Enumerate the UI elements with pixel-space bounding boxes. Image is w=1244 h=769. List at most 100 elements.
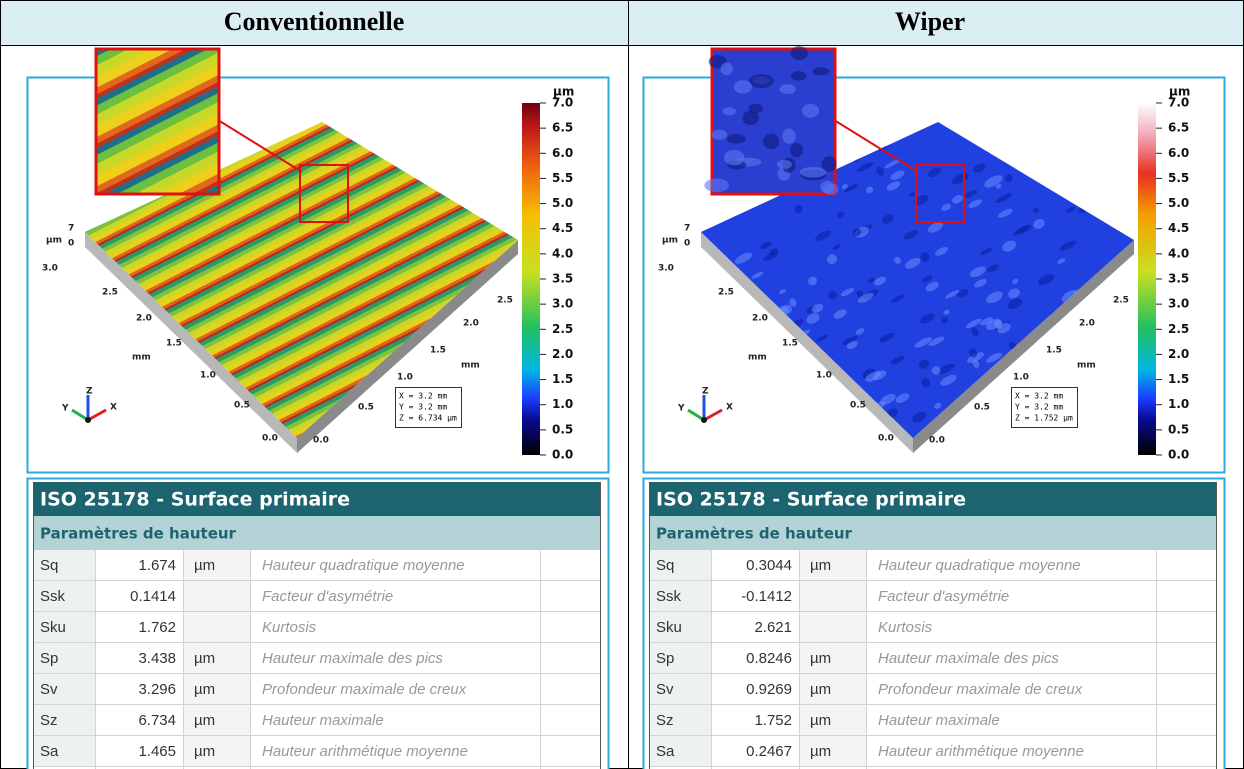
zoom-speck	[723, 149, 745, 166]
surface-speck	[852, 228, 862, 237]
surface-speck	[833, 309, 847, 319]
row-name-bg	[33, 550, 95, 581]
surface-speck	[867, 277, 875, 283]
surface-speck	[968, 199, 982, 208]
table-section-bar	[649, 516, 1216, 550]
table-title-bar	[649, 482, 1216, 516]
colorbar-label: 0.5	[1168, 422, 1189, 436]
zoom-speck	[722, 107, 736, 116]
zoom-region	[299, 164, 349, 223]
y-tick: 3.0	[658, 264, 674, 274]
param-name: Sa	[656, 743, 675, 760]
param-unit: µm	[194, 681, 215, 698]
row-name-bg	[649, 550, 711, 581]
info-box	[395, 387, 462, 428]
x-tick: 0.0	[929, 436, 945, 446]
row-unit-bg	[799, 736, 866, 767]
surface-speck	[816, 334, 828, 342]
table-section: Paramètres de hauteur	[40, 525, 237, 543]
y-tick: 1.0	[816, 371, 832, 381]
surface-side	[297, 240, 518, 453]
colorbar-label: 2.5	[1168, 322, 1189, 336]
surface-speck	[1005, 174, 1013, 182]
surface-speck	[986, 352, 1003, 363]
surface-speck	[779, 289, 786, 295]
x-tick: 1.0	[1013, 373, 1029, 383]
param-description: Hauteur quadratique moyenne	[878, 557, 1081, 574]
param-value: 1.674	[138, 557, 176, 574]
colorbar-unit: µm	[553, 85, 574, 99]
zoom-speck	[711, 129, 728, 140]
row-name-bg	[649, 612, 711, 643]
surface-speck	[760, 241, 772, 250]
surface-speck	[895, 393, 910, 404]
param-name: Sq	[656, 557, 674, 574]
colorbar-label: 2.5	[552, 322, 573, 336]
surface-speck	[971, 327, 979, 337]
surface-speck	[890, 355, 905, 365]
surface-speck	[921, 377, 931, 388]
param-value: 0.1414	[130, 588, 176, 605]
zoom-speck	[820, 180, 835, 194]
surface-speck	[806, 313, 820, 324]
row-name-bg	[649, 581, 711, 612]
z-tick: 7	[68, 224, 74, 234]
param-name: Sku	[656, 619, 682, 636]
colorbar-label: 5.0	[1168, 196, 1189, 210]
x-unit: mm	[1077, 361, 1096, 371]
row-name-bg	[33, 705, 95, 736]
y-tick: 0.5	[234, 401, 250, 411]
y-tick: 2.5	[102, 288, 118, 298]
param-name: Sv	[656, 681, 674, 698]
zoom-speck	[742, 110, 760, 126]
column: Conventionnelle µm 7 0 3.0 2.5 2.0 1.5 1.0 0.5 0.0…	[26, 7, 610, 769]
param-value: 1.752	[754, 712, 792, 729]
triad-y	[71, 408, 89, 422]
row-unit-bg	[799, 643, 866, 674]
surface-speck	[941, 203, 952, 211]
param-name: Sp	[656, 650, 674, 667]
surface-speck	[1032, 207, 1039, 213]
surface-speck	[968, 348, 978, 358]
param-value: 0.8246	[746, 650, 792, 667]
colorbar-label: 5.5	[1168, 171, 1189, 185]
row-name-bg	[649, 705, 711, 736]
triad-label: X	[110, 403, 117, 413]
surface-speck	[980, 317, 994, 326]
surface-speck	[927, 222, 944, 233]
z-tick: 7	[684, 224, 690, 234]
triad-label: X	[726, 403, 733, 413]
table-title: ISO 25178 - Surface primaire	[40, 489, 350, 511]
y-unit: mm	[748, 353, 767, 363]
surface-speck	[986, 291, 1003, 304]
param-description: Kurtosis	[878, 619, 933, 636]
param-description: Hauteur arithmétique moyenne	[262, 743, 468, 760]
colorbar-label: 0.0	[1168, 448, 1189, 462]
y-tick: 2.0	[752, 314, 768, 324]
zoom-speck	[812, 67, 830, 76]
row-unit-bg	[183, 674, 250, 705]
x-tick: 0.0	[313, 436, 329, 446]
x-tick: 2.0	[1079, 319, 1095, 329]
column-header: Conventionnelle	[224, 7, 405, 36]
surface-speck	[928, 336, 945, 347]
colorbar-label: 1.0	[1168, 397, 1189, 411]
surface-speck	[974, 279, 987, 288]
colorbar-label: 3.0	[552, 297, 573, 311]
surface-speck	[940, 374, 957, 386]
colorbar-label: 6.0	[552, 146, 573, 160]
surface	[701, 122, 1134, 438]
zoom-connector	[833, 119, 919, 173]
y-tick: 3.0	[42, 264, 58, 274]
surface-speck	[815, 230, 831, 241]
param-value: 6.734	[138, 712, 176, 729]
colorbar-unit: µm	[1169, 85, 1190, 99]
surface-speck	[837, 211, 845, 218]
surface-speck	[969, 266, 986, 278]
colorbar-label: 1.5	[552, 372, 573, 386]
y-tick: 2.5	[718, 288, 734, 298]
surface-speck	[734, 252, 753, 264]
zoom-speck	[801, 103, 820, 118]
surface-speck	[965, 318, 982, 329]
x-tick: 0.5	[358, 403, 374, 413]
